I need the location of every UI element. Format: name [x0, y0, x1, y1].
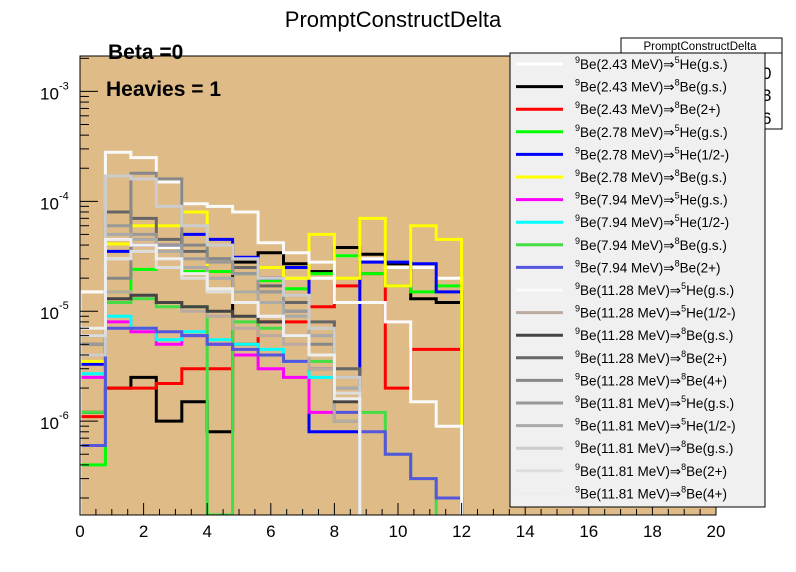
legend-label: 9Be(7.94 MeV)⇒5He(1/2-) — [575, 213, 729, 230]
x-tick-label: 4 — [202, 522, 211, 541]
legend-label: 9Be(11.28 MeV)⇒5He(1/2-) — [575, 304, 736, 321]
legend-label: 9Be(7.94 MeV)⇒8Be(g.s.) — [575, 236, 727, 253]
x-tick-label: 20 — [707, 522, 726, 541]
series-line-15 — [80, 171, 362, 515]
series-line-8 — [80, 314, 362, 515]
legend-label: 9Be(11.81 MeV)⇒8Be(2+) — [575, 462, 727, 479]
y-tick-exponent: -5 — [59, 300, 69, 312]
legend-entry: 9Be(11.28 MeV)⇒8Be(2+) — [516, 349, 727, 366]
stats-value: 6 — [762, 109, 771, 128]
annotation-heavies: Heavies = 1 — [106, 78, 221, 101]
chart-title: PromptConstructDelta — [285, 7, 502, 32]
series-line-12 — [80, 290, 362, 515]
legend-label: 9Be(11.81 MeV)⇒8Be(4+) — [575, 484, 727, 501]
legend-label: 9Be(11.81 MeV)⇒5He(1/2-) — [575, 417, 736, 434]
legend-label: 9Be(11.28 MeV)⇒8Be(2+) — [575, 349, 727, 366]
x-tick-label: 0 — [75, 522, 84, 541]
legend-entry: 9Be(7.94 MeV)⇒8Be(g.s.) — [516, 236, 727, 253]
series-line-2 — [80, 246, 464, 515]
legend-entry: 9Be(11.28 MeV)⇒8Be(4+) — [516, 371, 727, 388]
legend-entry: 9Be(2.43 MeV)⇒5He(g.s.) — [516, 55, 728, 72]
legend-entry: 9Be(11.81 MeV)⇒8Be(4+) — [516, 484, 727, 501]
y-tick-exponent: -3 — [59, 80, 69, 92]
series-line-10 — [80, 326, 464, 515]
stats-title: PromptConstructDelta — [643, 41, 757, 53]
x-tick-label: 10 — [389, 522, 408, 541]
annotation-beta: Beta =0 — [108, 41, 183, 64]
x-tick-label: 8 — [330, 522, 339, 541]
legend-label: 9Be(2.78 MeV)⇒8Be(g.s.) — [575, 168, 727, 185]
y-tick-exponent: -6 — [59, 410, 69, 422]
legend-label: 9Be(11.81 MeV)⇒5He(g.s.) — [575, 394, 734, 411]
y-tick-label: 10 — [40, 84, 59, 103]
stats-value: 0 — [762, 64, 771, 83]
legend-entry: 9Be(2.78 MeV)⇒5He(1/2-) — [516, 145, 729, 162]
y-tick-label: 10 — [40, 194, 59, 213]
legend-entry: 9Be(2.43 MeV)⇒8Be(g.s.) — [516, 78, 727, 95]
series-line-17 — [80, 232, 362, 515]
legend-label: 9Be(2.78 MeV)⇒5He(g.s.) — [575, 123, 728, 140]
series-line-20 — [80, 237, 362, 515]
legend-entry: 9Be(7.94 MeV)⇒5He(g.s.) — [516, 191, 728, 208]
stats-value: 3 — [762, 86, 771, 105]
legend-label: 9Be(7.94 MeV)⇒8Be(2+) — [575, 258, 721, 275]
y-axis: 10-310-410-510-6 — [40, 57, 98, 499]
legend-frame — [509, 52, 766, 508]
x-tick-label: 16 — [579, 522, 598, 541]
legend-entry: 9Be(11.28 MeV)⇒5He(1/2-) — [516, 304, 736, 321]
x-tick-label: 6 — [266, 522, 275, 541]
legend-label: 9Be(7.94 MeV)⇒5He(g.s.) — [575, 191, 728, 208]
legend-entry: 9Be(7.94 MeV)⇒8Be(2+) — [516, 258, 721, 275]
legend-label: 9Be(11.28 MeV)⇒5He(g.s.) — [575, 281, 734, 298]
series-line-11 — [80, 150, 464, 515]
series-layer — [80, 150, 464, 515]
legend-label: 9Be(11.28 MeV)⇒8Be(g.s.) — [575, 326, 733, 343]
legend-label: 9Be(2.43 MeV)⇒8Be(2+) — [575, 100, 721, 117]
legend-entry: 9Be(11.81 MeV)⇒8Be(g.s.) — [516, 439, 733, 456]
legend-label: 9Be(2.43 MeV)⇒8Be(g.s.) — [575, 78, 727, 95]
legend-entry: 9Be(11.28 MeV)⇒5He(g.s.) — [516, 281, 734, 298]
series-line-18 — [80, 174, 362, 515]
legend-entry: 9Be(11.28 MeV)⇒8Be(g.s.) — [516, 326, 733, 343]
x-tick-label: 12 — [452, 522, 471, 541]
legend-entry: 9Be(2.78 MeV)⇒8Be(g.s.) — [516, 168, 727, 185]
legend-label: 9Be(2.78 MeV)⇒5He(1/2-) — [575, 145, 729, 162]
legend-entry: 9Be(11.81 MeV)⇒8Be(2+) — [516, 462, 727, 479]
legend-label: 9Be(2.43 MeV)⇒5He(g.s.) — [575, 55, 728, 72]
x-axis: 0 2 4 6 8 10 12 14 16 18 20 — [75, 503, 725, 541]
legend-entry: 9Be(2.43 MeV)⇒8Be(2+) — [516, 100, 721, 117]
x-tick-label: 14 — [516, 522, 535, 541]
x-tick-label: 2 — [139, 522, 148, 541]
legend-entry: 9Be(11.81 MeV)⇒5He(g.s.) — [516, 394, 734, 411]
legend-label: 9Be(11.81 MeV)⇒8Be(g.s.) — [575, 439, 733, 456]
y-tick-label: 10 — [40, 414, 59, 433]
legend-entry: 9Be(11.81 MeV)⇒5He(1/2-) — [516, 417, 736, 434]
y-tick-label: 10 — [40, 304, 59, 323]
y-tick-exponent: -4 — [59, 190, 69, 202]
legend: 9Be(2.43 MeV)⇒5He(g.s.) 9Be(2.43 MeV)⇒8Be… — [509, 52, 766, 508]
legend-label: 9Be(11.28 MeV)⇒8Be(4+) — [575, 371, 727, 388]
x-tick-label: 18 — [643, 522, 662, 541]
legend-entry: 9Be(7.94 MeV)⇒5He(1/2-) — [516, 213, 729, 230]
legend-entry: 9Be(2.78 MeV)⇒5He(g.s.) — [516, 123, 728, 140]
